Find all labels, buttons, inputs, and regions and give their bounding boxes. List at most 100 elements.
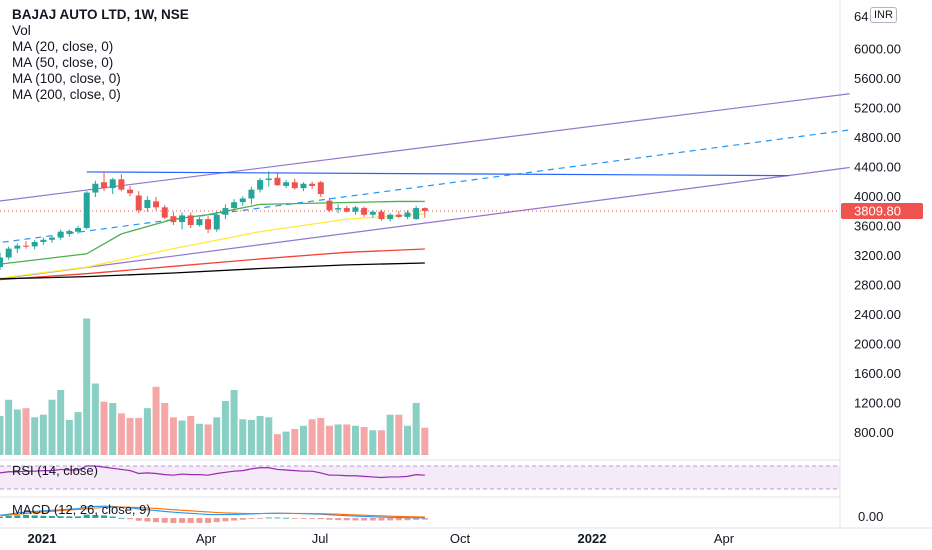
candle-body [265, 178, 272, 181]
macd-histogram-bar [309, 518, 316, 519]
macd-histogram-bar [387, 518, 394, 521]
macd-histogram-bar [0, 516, 3, 518]
volume-bar [299, 425, 307, 455]
macd-signal-line [0, 506, 425, 518]
candle-body [170, 216, 177, 223]
x-tick-label: Jul [312, 531, 329, 546]
candle-body [213, 214, 220, 230]
macd-histogram-bar [66, 516, 73, 518]
macd-label: MACD (12, 26, close, 9) [12, 502, 151, 517]
candle-body [187, 215, 194, 226]
candle-body [404, 212, 411, 217]
candle-body [421, 208, 428, 212]
candle-body [109, 179, 116, 189]
volume-bar [308, 419, 316, 455]
macd-histogram-bar [179, 518, 186, 523]
volume-bar [256, 416, 264, 455]
volume-bar [395, 414, 403, 455]
macd-histogram-bar [101, 515, 108, 518]
candle-body [205, 219, 212, 230]
y-tick-label: 5600.00 [854, 71, 901, 86]
macd-histogram-bar [5, 516, 12, 518]
candle-body [83, 192, 90, 228]
candle-body [57, 231, 64, 238]
volume-bar [369, 430, 377, 455]
y-tick-label: 5200.00 [854, 101, 901, 116]
volume-bar [126, 417, 134, 455]
macd-histogram-bar [317, 518, 324, 520]
macd-histogram-bar [283, 517, 290, 519]
macd-histogram-bar [118, 517, 125, 519]
currency-button[interactable]: INR [870, 7, 897, 23]
candle-body [127, 189, 134, 194]
volume-bar [421, 427, 429, 455]
volume-bar [74, 412, 82, 455]
legend-vol: Vol [12, 23, 31, 38]
candle-body [274, 177, 281, 186]
ma-line-3 [0, 262, 425, 280]
rsi-line [0, 465, 425, 479]
volume-bar [334, 424, 342, 455]
macd-histogram-bar [205, 518, 212, 523]
y-tick-label: 3600.00 [854, 219, 901, 234]
x-tick-label: Oct [450, 531, 471, 546]
macd-histogram-bar [75, 516, 82, 518]
volume-bar [83, 318, 91, 455]
volume-bar [48, 399, 56, 455]
y-tick-label-partial: 64 [854, 9, 868, 24]
y-tick-label: 4400.00 [854, 160, 901, 175]
candle-body [196, 219, 203, 226]
y-tick-label: 3200.00 [854, 248, 901, 263]
candle-body [40, 239, 47, 242]
candle-body [14, 245, 21, 249]
y-tick-label: 4800.00 [854, 130, 901, 145]
volume-bar [247, 419, 255, 455]
volume-bar [65, 419, 73, 455]
chart-legend: BAJAJ AUTO LTD, 1W, NSE Vol MA (20, clos… [12, 7, 189, 103]
candle-body [0, 257, 3, 268]
macd-histogram-bar [404, 518, 411, 521]
chart-title: BAJAJ AUTO LTD, 1W, NSE [12, 7, 189, 22]
macd-histogram-bar [343, 518, 350, 521]
macd-histogram-bar [335, 518, 342, 521]
volume-bar [178, 420, 186, 455]
candle-body [309, 183, 316, 186]
volume-bar [351, 425, 359, 455]
macd-histogram-bar [83, 514, 90, 518]
macd-histogram-bar [161, 518, 168, 523]
volume-bar [291, 429, 299, 455]
volume-bar [161, 403, 169, 455]
macd-histogram-bar [196, 518, 203, 523]
legend-ma20: MA (20, close, 0) [12, 39, 114, 54]
trend-line-channel-top [0, 93, 850, 202]
macd-histogram-bar [222, 518, 229, 522]
volume-bar [169, 417, 177, 455]
volume-bar [360, 427, 368, 455]
candle-body [135, 195, 142, 211]
macd-histogram-bar [291, 518, 298, 519]
volume-bar [204, 424, 212, 455]
y-tick-label: 1600.00 [854, 366, 901, 381]
candle-body [361, 208, 368, 215]
candle-body [257, 180, 264, 190]
candle-body [222, 208, 229, 215]
x-tick-label: 2022 [578, 531, 607, 546]
candle-body [75, 227, 82, 232]
macd-histogram-bar [421, 518, 428, 520]
macd-histogram-bar [144, 518, 151, 522]
macd-histogram-bar [49, 516, 56, 518]
macd-histogram-bar [23, 514, 30, 518]
volume-bar [325, 425, 333, 455]
volume-bar [377, 430, 385, 455]
candle-body [23, 245, 30, 247]
candle-body [161, 207, 168, 218]
y-tick-label: 2000.00 [854, 337, 901, 352]
candle-body [101, 182, 108, 189]
volume-bar [143, 408, 151, 455]
candle-body [283, 182, 290, 186]
macd-histogram-bar [31, 515, 38, 518]
y-tick-label: 800.00 [854, 425, 894, 440]
ma-line-2 [0, 248, 425, 281]
